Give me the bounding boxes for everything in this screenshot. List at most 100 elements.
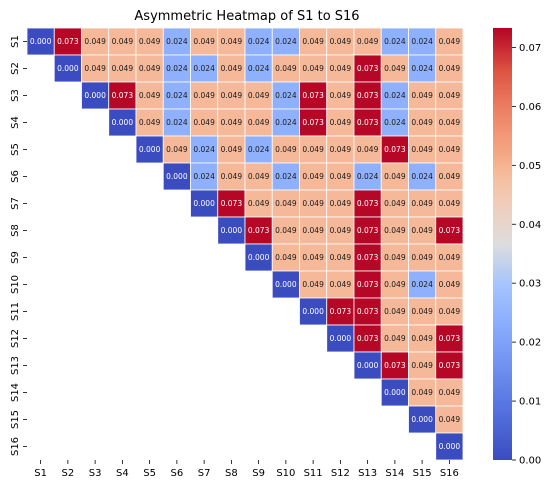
- cell-value-label: 0.024: [384, 37, 406, 46]
- heatmap-cell: [353, 270, 382, 299]
- heatmap-cell: [435, 432, 464, 461]
- heatmap-cell: [190, 54, 219, 83]
- cell-value-label: 0.049: [248, 172, 270, 181]
- heatmap-cell: [380, 189, 409, 218]
- cell-value-label: 0.049: [330, 145, 352, 154]
- heatmap-cell: [326, 216, 355, 245]
- heatmap-cell: [217, 81, 246, 110]
- cell-value-label: 0.000: [302, 307, 324, 316]
- colorbar-tick-label: 0.07: [519, 43, 541, 54]
- colorbar-tick-label: 0.03: [519, 279, 541, 290]
- cell-value-label: 0.073: [439, 361, 461, 370]
- cell-value-label: 0.049: [439, 307, 461, 316]
- cell-value-label: 0.024: [384, 91, 406, 100]
- cell-value-label: 0.000: [275, 280, 297, 289]
- heatmap-cell: [299, 297, 328, 326]
- heatmap-cell: [435, 405, 464, 434]
- cell-value-label: 0.049: [302, 226, 324, 235]
- cell-value-label: 0.049: [439, 145, 461, 154]
- cell-value-label: 0.049: [384, 172, 406, 181]
- cell-value-label: 0.024: [166, 37, 188, 46]
- cell-value-label: 0.000: [357, 361, 379, 370]
- colorbar-tick-label: 0.01: [519, 397, 541, 408]
- heatmap-cell: [353, 162, 382, 191]
- heatmap-cell: [326, 162, 355, 191]
- colorbar-tick-label: 0.06: [519, 102, 541, 113]
- cell-value-label: 0.049: [166, 145, 188, 154]
- heatmap-cell: [244, 162, 273, 191]
- heatmap-cell: [326, 54, 355, 83]
- x-tick-label: S2: [62, 468, 75, 479]
- heatmap-cell: [435, 81, 464, 110]
- heatmap-cell: [353, 324, 382, 353]
- cell-value-label: 0.049: [330, 64, 352, 73]
- cell-value-label: 0.049: [275, 145, 297, 154]
- cell-value-label: 0.049: [330, 37, 352, 46]
- y-tick-label: S14: [10, 383, 21, 402]
- cell-value-label: 0.049: [439, 280, 461, 289]
- x-tick-label: S7: [198, 468, 211, 479]
- heatmap-cell: [135, 135, 164, 164]
- heatmap-cell: [162, 27, 191, 56]
- heatmap-cell: [408, 405, 437, 434]
- heatmap-cell: [380, 54, 409, 83]
- cell-value-label: 0.024: [166, 118, 188, 127]
- heatmap-cell: [217, 216, 246, 245]
- cell-value-label: 0.073: [330, 307, 352, 316]
- heatmap-cell: [326, 135, 355, 164]
- heatmap-cell: [244, 189, 273, 218]
- cell-value-label: 0.049: [221, 118, 243, 127]
- heatmap-cell: [190, 189, 219, 218]
- cell-value-label: 0.049: [302, 172, 324, 181]
- heatmap-cell: [435, 27, 464, 56]
- cell-value-label: 0.024: [384, 118, 406, 127]
- cell-value-label: 0.073: [357, 334, 379, 343]
- cell-value-label: 0.000: [57, 64, 79, 73]
- x-axis-ticks: S1 S2 S3 S4 S5 S6 S7 S8 S9 S10 S11 S12 S13 S14 S15 S16: [34, 460, 459, 479]
- heatmap-cell: [435, 135, 464, 164]
- cell-value-label: 0.073: [357, 91, 379, 100]
- x-tick-label: S4: [116, 468, 129, 479]
- cell-value-label: 0.049: [112, 37, 134, 46]
- heatmap-cell: [271, 135, 300, 164]
- cell-value-label: 0.049: [112, 64, 134, 73]
- cell-value-label: 0.000: [193, 199, 215, 208]
- heatmap-cell: [408, 351, 437, 380]
- x-tick-label: S10: [276, 468, 295, 479]
- colorbar-tick-label: 0.05: [519, 161, 541, 172]
- colorbar: [493, 28, 512, 460]
- cell-value-label: 0.049: [411, 118, 433, 127]
- heatmap-cell: [53, 54, 82, 83]
- cell-value-label: 0.073: [302, 91, 324, 100]
- heatmap-cells: [26, 27, 464, 461]
- cell-value-label: 0.049: [302, 64, 324, 73]
- heatmap-cell: [162, 54, 191, 83]
- heatmap-cell: [380, 135, 409, 164]
- x-tick-label: S12: [331, 468, 350, 479]
- cell-value-label: 0.049: [439, 91, 461, 100]
- x-tick-label: S13: [358, 468, 377, 479]
- heatmap-cell: [435, 162, 464, 191]
- heatmap-cell: [435, 216, 464, 245]
- heatmap-cell: [353, 216, 382, 245]
- cell-value-label: 0.049: [193, 118, 215, 127]
- cell-value-label: 0.049: [330, 91, 352, 100]
- cell-value-label: 0.024: [275, 91, 297, 100]
- heatmap-cell: [326, 108, 355, 137]
- heatmap-cell: [217, 54, 246, 83]
- y-tick-label: S9: [10, 251, 21, 264]
- y-tick-label: S7: [10, 197, 21, 210]
- cell-value-label: 0.049: [275, 253, 297, 262]
- heatmap-cell: [108, 54, 137, 83]
- cell-value-label: 0.049: [439, 253, 461, 262]
- cell-value-label: 0.049: [384, 280, 406, 289]
- heatmap-cell: [380, 162, 409, 191]
- cell-value-label: 0.024: [166, 64, 188, 73]
- cell-value-label: 0.049: [439, 172, 461, 181]
- cell-value-label: 0.049: [221, 91, 243, 100]
- cell-value-label: 0.073: [357, 64, 379, 73]
- x-tick-label: S15: [413, 468, 432, 479]
- y-tick-label: S13: [10, 356, 21, 375]
- cell-value-label: 0.049: [411, 199, 433, 208]
